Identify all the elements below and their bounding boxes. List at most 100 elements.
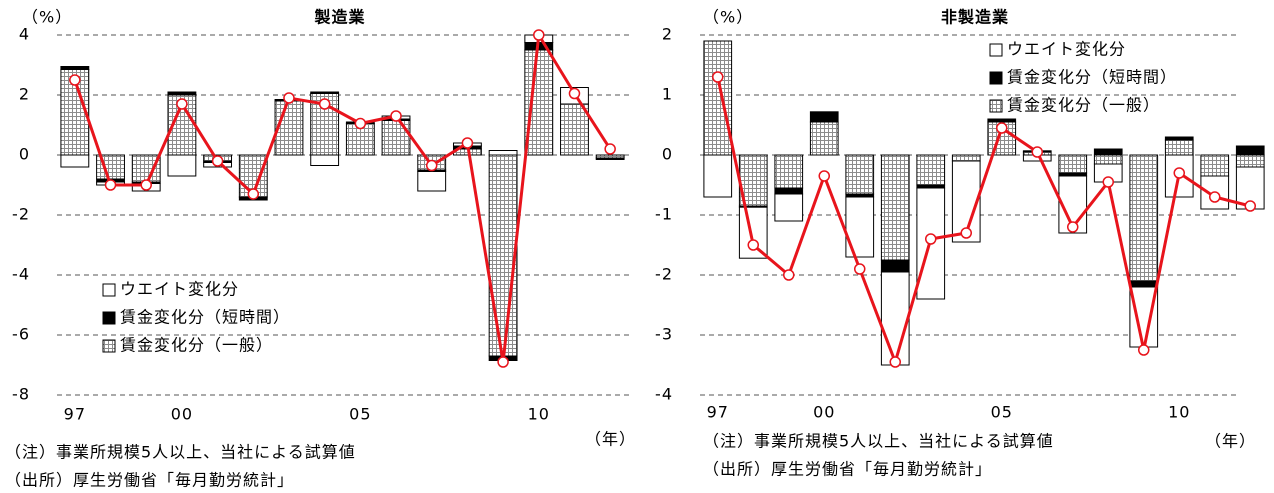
bar-segment (951, 154, 981, 162)
legend-swatch (102, 311, 116, 325)
bar-segment (845, 196, 875, 258)
y-tick-label: -8 (12, 385, 30, 404)
x-unit: （年） (585, 430, 636, 449)
total-marker (1209, 191, 1221, 203)
total-marker (1173, 167, 1185, 179)
bar-segment (916, 154, 946, 186)
y-tick-label: -4 (655, 385, 673, 404)
total-marker (247, 188, 260, 200)
legend-swatch (989, 99, 1003, 113)
x-tick-label: 97 (64, 405, 86, 424)
bar-segment (60, 154, 90, 168)
total-marker (568, 87, 581, 100)
total-marker (854, 263, 866, 275)
bar-segment (880, 271, 910, 366)
legend-swatch (102, 339, 116, 353)
x-unit: （年） (1205, 432, 1256, 451)
bar-segment (845, 154, 875, 195)
legend-label: 賃金変化分（一般） (120, 336, 273, 355)
total-marker (211, 155, 224, 167)
total-marker (425, 159, 438, 172)
legend-label: 賃金変化分（短時間） (120, 308, 290, 327)
y-tick-label: -4 (12, 265, 30, 284)
y-tick-label: 0 (19, 145, 30, 164)
total-marker (390, 110, 402, 122)
bar-segment (310, 91, 340, 94)
total-marker (996, 122, 1008, 134)
y-tick-label: -2 (655, 265, 673, 284)
bar-segment (560, 103, 589, 156)
bar-segment (1129, 280, 1159, 288)
legend-swatch (989, 43, 1003, 57)
total-marker (461, 137, 474, 149)
bar-segment (809, 121, 839, 156)
legend-swatch (102, 283, 116, 297)
note: （出所）厚生労働省「毎月勤労統計」 (5, 471, 294, 490)
legend-label: 賃金変化分（短時間） (1007, 68, 1177, 87)
legend-swatch (989, 71, 1003, 85)
chart-title: 非製造業 (941, 8, 1009, 27)
bar-segment (774, 193, 804, 222)
x-tick-label: 00 (813, 403, 835, 422)
y-unit: （%） (22, 8, 72, 27)
total-marker (69, 74, 81, 86)
total-line (73, 30, 612, 363)
note: （注）事業所規模5人以上、当社による試算値 (5, 443, 356, 462)
bar-segment (880, 259, 910, 273)
bar-segment (1058, 154, 1088, 174)
y-tick-label: -2 (12, 205, 30, 224)
total-marker (818, 170, 830, 182)
bar-segment (774, 187, 804, 195)
x-tick-label: 10 (1168, 403, 1190, 422)
note: （出所）厚生労働省「毎月勤労統計」 (703, 460, 992, 479)
y-tick-label: -6 (12, 325, 30, 344)
total-marker (712, 71, 724, 83)
total-marker (1244, 200, 1256, 212)
total-marker (960, 227, 972, 239)
legend-label: ウエイト変化分 (120, 280, 239, 299)
total-marker (1102, 176, 1114, 188)
x-tick-label: 05 (349, 405, 371, 424)
y-tick-label: -1 (655, 205, 673, 224)
legend-label: ウエイト変化分 (1007, 40, 1126, 59)
total-marker (747, 239, 759, 251)
bar-segment (1164, 136, 1194, 141)
bar-segment (987, 118, 1017, 123)
bar-segment (1200, 154, 1230, 177)
total-marker (140, 179, 152, 191)
note: （注）事業所規模5人以上、当社による試算値 (703, 432, 1054, 451)
y-unit: （%） (703, 8, 753, 27)
bar-segment (381, 120, 411, 156)
y-tick-label: 4 (19, 25, 30, 44)
chart-title: 製造業 (313, 8, 365, 27)
total-marker (1067, 221, 1079, 233)
total-marker (1031, 146, 1043, 158)
total-marker (1138, 344, 1150, 356)
bar-segment (1164, 139, 1194, 156)
bar-segment (774, 154, 804, 189)
x-tick-label: 97 (707, 403, 729, 422)
total-line (716, 76, 1251, 367)
total-marker (354, 117, 367, 130)
bar-segment (131, 154, 161, 183)
bar-segment (1235, 154, 1265, 168)
total-marker (783, 269, 795, 281)
bar-segment (417, 171, 447, 192)
total-marker (925, 233, 937, 245)
legend-label: 賃金変化分（一般） (1007, 96, 1160, 115)
total-marker (533, 29, 545, 41)
bar-segment (167, 91, 197, 96)
bar-segment (1093, 154, 1123, 165)
total-marker (604, 143, 616, 155)
x-tick-label: 10 (528, 405, 550, 424)
total-marker (889, 356, 901, 368)
bar-segment (1093, 148, 1123, 156)
bar-segment (880, 154, 910, 261)
bar-segment (1129, 154, 1159, 282)
y-tick-label: 0 (662, 145, 673, 164)
bar-segment (524, 49, 554, 156)
bar-segment (1235, 145, 1265, 156)
total-marker (497, 356, 509, 368)
